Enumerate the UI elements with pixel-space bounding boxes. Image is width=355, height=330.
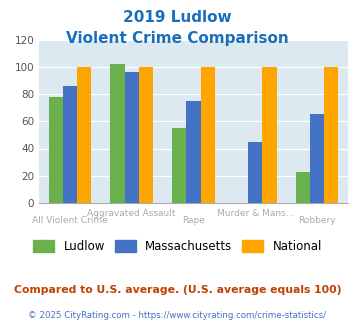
Bar: [201, 67, 215, 203]
Text: © 2025 CityRating.com - https://www.cityrating.com/crime-statistics/: © 2025 CityRating.com - https://www.city…: [28, 311, 327, 320]
Text: Rape: Rape: [182, 216, 205, 225]
Bar: [310, 115, 324, 203]
Bar: [172, 128, 186, 203]
Legend: Ludlow, Massachusetts, National: Ludlow, Massachusetts, National: [28, 235, 327, 258]
Text: Murder & Mans...: Murder & Mans...: [217, 209, 294, 217]
Bar: [324, 67, 338, 203]
Bar: [125, 72, 139, 203]
Bar: [110, 64, 125, 203]
Bar: [49, 97, 63, 203]
Text: Violent Crime Comparison: Violent Crime Comparison: [66, 31, 289, 46]
Bar: [262, 67, 277, 203]
Text: Aggravated Assault: Aggravated Assault: [87, 209, 176, 217]
Bar: [77, 67, 91, 203]
Text: 2019 Ludlow: 2019 Ludlow: [123, 10, 232, 25]
Text: Compared to U.S. average. (U.S. average equals 100): Compared to U.S. average. (U.S. average …: [14, 285, 341, 295]
Bar: [186, 101, 201, 203]
Bar: [248, 142, 262, 203]
Text: Robbery: Robbery: [298, 216, 336, 225]
Bar: [296, 172, 310, 203]
Text: All Violent Crime: All Violent Crime: [32, 216, 108, 225]
Bar: [139, 67, 153, 203]
Bar: [63, 86, 77, 203]
